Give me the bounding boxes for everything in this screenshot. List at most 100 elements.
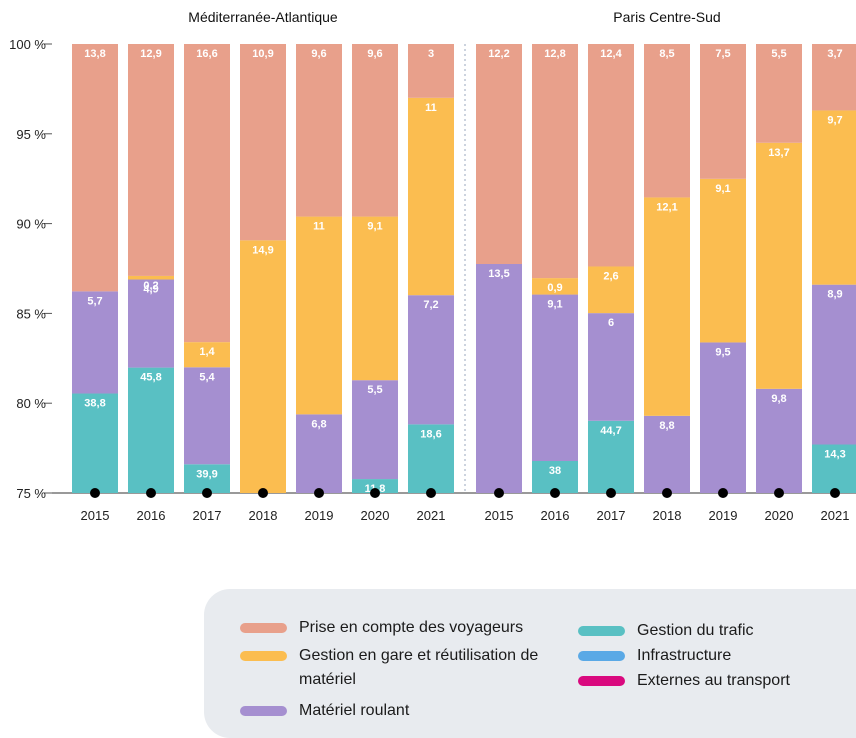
x-tick-label: 2017 <box>193 508 222 523</box>
x-tick-label: 2019 <box>709 508 738 523</box>
bar-base-dot <box>202 488 212 498</box>
bar-segment-trafic <box>812 444 856 493</box>
panel-title: Méditerranée-Atlantique <box>188 9 338 25</box>
data-label: 3 <box>428 48 434 60</box>
bar-segment-gare <box>408 97 454 296</box>
data-label: 0,9 <box>547 282 562 294</box>
data-label: 44,7 <box>600 425 621 437</box>
bar-segment-materiel <box>296 414 342 493</box>
data-label: 7,2 <box>423 299 438 311</box>
legend-swatch-trafic <box>578 626 625 636</box>
data-label: 11 <box>313 221 325 233</box>
x-tick-label: 2021 <box>821 508 850 523</box>
bar-segment-materiel <box>644 415 690 493</box>
bar-base-dot <box>550 488 560 498</box>
legend-label: Infrastructure <box>637 647 732 664</box>
bar-segment-trafic <box>128 367 174 493</box>
legend-label: Prise en compte des voyageurs <box>299 619 524 636</box>
x-tick-label: 2020 <box>765 508 794 523</box>
data-label: 11 <box>425 102 437 114</box>
bar-base-dot <box>774 488 784 498</box>
y-tick-label: 75 % <box>16 486 46 501</box>
legend-swatch-externes <box>578 676 625 686</box>
bar-segment-voyageurs <box>128 44 174 276</box>
bar-segment-voyageurs <box>700 44 746 179</box>
data-label: 1,4 <box>199 346 215 358</box>
bar-segment-materiel <box>700 342 746 493</box>
legend-label: Externes au transport <box>637 672 790 689</box>
x-tick-label: 2018 <box>249 508 278 523</box>
data-label: 13,7 <box>768 147 789 159</box>
legend-item-voyageurs: Prise en compte des voyageurs <box>240 616 580 640</box>
bar-base-dot <box>830 488 840 498</box>
data-label: 12,2 <box>488 48 509 60</box>
bar-segment-gare <box>240 240 286 493</box>
bar-segment-trafic <box>408 424 454 493</box>
x-tick-label: 2019 <box>305 508 334 523</box>
x-tick-label: 2018 <box>653 508 682 523</box>
x-tick-label: 2015 <box>81 508 110 523</box>
data-label: 3,7 <box>827 48 842 60</box>
bar-base-dot <box>606 488 616 498</box>
legend-swatch-gare <box>240 651 287 661</box>
bar-segment-voyageurs <box>644 44 690 198</box>
data-label: 5,5 <box>367 384 382 396</box>
bar-segment-trafic <box>72 393 118 493</box>
data-label: 2,6 <box>603 270 618 282</box>
bar-base-dot <box>494 488 504 498</box>
bar-segment-voyageurs <box>812 44 856 111</box>
bar-base-dot <box>146 488 156 498</box>
x-tick-label: 2016 <box>541 508 570 523</box>
bar-segment-voyageurs <box>476 44 522 264</box>
bar-base-dot <box>258 488 268 498</box>
bar-segment-materiel <box>128 279 174 368</box>
data-label: 4,9 <box>143 284 158 296</box>
data-label: 9,7 <box>827 114 842 126</box>
x-tick-label: 2020 <box>361 508 390 523</box>
bar-segment-materiel <box>812 284 856 445</box>
bar-segment-voyageurs <box>532 44 578 279</box>
data-label: 5,7 <box>87 295 102 307</box>
bar-segment-materiel <box>408 295 454 425</box>
legend-item-materiel: Matériel roulant <box>240 699 580 723</box>
legend-label: Gestion du trafic <box>637 622 754 639</box>
data-label: 8,9 <box>827 289 842 301</box>
bar-segment-voyageurs <box>756 44 802 143</box>
legend-swatch-voyageurs <box>240 623 287 633</box>
data-label: 9,5 <box>715 346 730 358</box>
legend-item-externes: Externes au transport <box>578 669 838 693</box>
legend-label: Matériel roulant <box>299 702 410 719</box>
bar-segment-voyageurs <box>72 44 118 292</box>
bar-segment-gare <box>184 342 230 368</box>
bar-segment-trafic <box>532 460 578 493</box>
bar-segment-voyageurs <box>588 44 634 267</box>
bar-segment-trafic <box>588 420 634 493</box>
data-label: 39,9 <box>196 468 217 480</box>
data-label: 12,4 <box>600 48 622 60</box>
data-label: 12,1 <box>656 201 677 213</box>
bar-segment-gare <box>644 197 690 416</box>
data-label: 12,8 <box>544 48 565 60</box>
data-label: 45,8 <box>140 372 161 384</box>
data-label: 5,5 <box>771 48 786 60</box>
bar-segment-gare <box>588 266 634 314</box>
bar-base-dot <box>426 488 436 498</box>
legend: Prise en compte des voyageurs Gestion en… <box>204 589 856 738</box>
bar-segment-materiel <box>756 388 802 493</box>
x-tick-label: 2021 <box>417 508 446 523</box>
bar-segment-voyageurs <box>184 44 230 343</box>
bar-segment-gare <box>812 110 856 285</box>
bar-segment-voyageurs <box>408 44 454 98</box>
data-label: 9,1 <box>715 183 730 195</box>
bar-segment-gare <box>700 178 746 343</box>
bar-segment-gare <box>296 216 342 415</box>
legend-swatch-materiel <box>240 706 287 716</box>
bar-base-dot <box>662 488 672 498</box>
y-tick-label: 85 % <box>16 306 46 321</box>
y-tick-label: 100 % <box>9 37 46 52</box>
bar-base-dot <box>314 488 324 498</box>
bar-segment-voyageurs <box>352 44 398 217</box>
data-label: 9,1 <box>367 221 382 233</box>
data-label: 10,9 <box>252 48 273 60</box>
y-tick-label: 90 % <box>16 217 46 232</box>
